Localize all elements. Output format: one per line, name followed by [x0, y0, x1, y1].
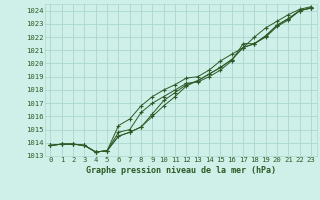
X-axis label: Graphe pression niveau de la mer (hPa): Graphe pression niveau de la mer (hPa)	[86, 166, 276, 175]
